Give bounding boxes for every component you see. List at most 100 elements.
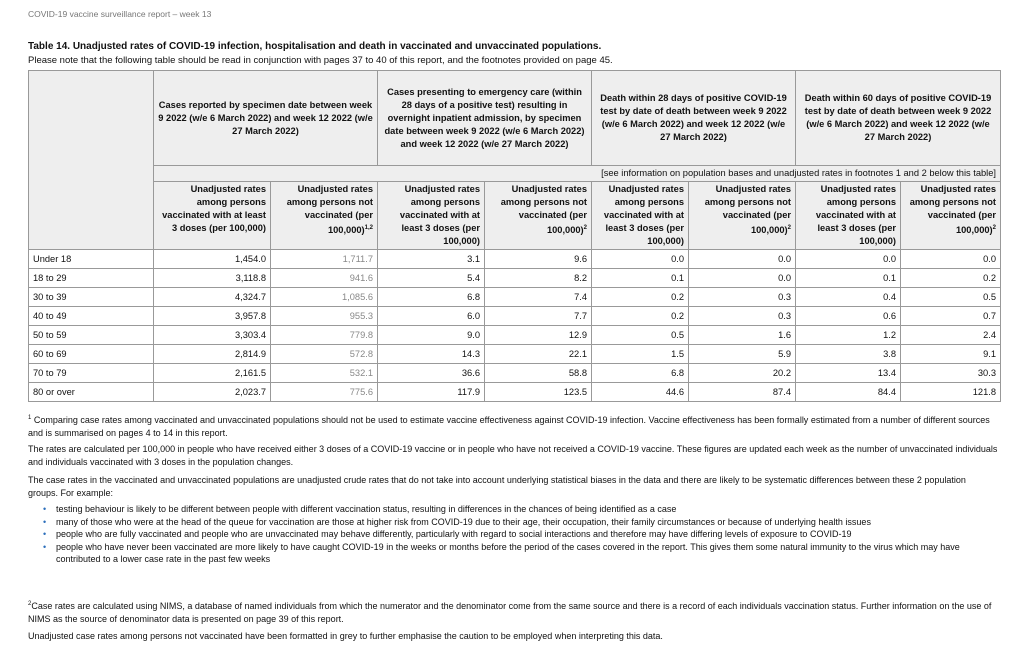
col-header-text: Unadjusted rates among persons vaccinate… [399, 184, 480, 246]
rate-cell: 121.8 [900, 382, 1001, 402]
corner-cell [28, 70, 154, 250]
rate-cell: 8.2 [484, 268, 592, 288]
age-group-cell: 80 or over [28, 382, 154, 402]
footnote-marker: 2 [992, 225, 996, 231]
rate-cell: 6.8 [377, 287, 485, 307]
rate-cell: 3,957.8 [153, 306, 271, 326]
rate-cell: 6.8 [591, 363, 689, 383]
rate-cell: 0.1 [795, 268, 901, 288]
group-header-admission: Cases presenting to emergency care (with… [377, 70, 592, 166]
rate-cell: 20.2 [688, 363, 796, 383]
rate-cell: 87.4 [688, 382, 796, 402]
rate-cell: 0.0 [795, 249, 901, 269]
rate-cell: 117.9 [377, 382, 485, 402]
rate-cell: 0.0 [591, 249, 689, 269]
table-title: Table 14. Unadjusted rates of COVID-19 i… [28, 41, 602, 52]
col-header-text: Unadjusted rates among persons vaccinate… [815, 184, 896, 246]
rate-cell: 2,814.9 [153, 344, 271, 364]
rate-cell: 0.5 [591, 325, 689, 345]
rate-cell: 572.8 [270, 344, 378, 364]
col-header-text: Unadjusted rates among persons not vacci… [286, 184, 373, 236]
rate-cell: 3.1 [377, 249, 485, 269]
age-group-cell: 40 to 49 [28, 306, 154, 326]
rate-cell: 532.1 [270, 363, 378, 383]
footnote-marker: 2 [787, 225, 791, 231]
table-row: 60 to 69 2,814.9 572.8 14.3 22.1 1.5 5.9 3.8 9.1 [28, 344, 1001, 364]
rate-cell: 955.3 [270, 306, 378, 326]
rate-cell: 2,161.5 [153, 363, 271, 383]
rate-cell: 22.1 [484, 344, 592, 364]
rate-cell: 1.5 [591, 344, 689, 364]
rate-cell: 0.2 [591, 287, 689, 307]
rate-cell: 7.7 [484, 306, 592, 326]
rate-cell: 0.0 [688, 268, 796, 288]
rate-cell: 941.6 [270, 268, 378, 288]
rate-cell: 3,118.8 [153, 268, 271, 288]
group-header-cases: Cases reported by specimen date between … [153, 70, 378, 166]
col-header-text: Unadjusted rates among persons vaccinate… [162, 184, 266, 233]
col-header-not-vaccinated: Unadjusted rates among persons not vacci… [688, 181, 796, 250]
rate-cell: 84.4 [795, 382, 901, 402]
table-row: 30 to 39 4,324.7 1,085.6 6.8 7.4 0.2 0.3 0.4 0.5 [28, 287, 1001, 307]
bias-paragraph: The case rates in the vaccinated and unv… [28, 475, 966, 498]
rate-cell: 7.4 [484, 287, 592, 307]
rate-cell: 1.6 [688, 325, 796, 345]
rate-cell: 3,303.4 [153, 325, 271, 345]
group-header-death28: Death within 28 days of positive COVID-1… [591, 70, 796, 166]
col-header-vaccinated: Unadjusted rates among persons vaccinate… [795, 181, 901, 250]
rate-cell: 1,454.0 [153, 249, 271, 269]
rate-cell: 1.2 [795, 325, 901, 345]
rate-cell: 0.2 [591, 306, 689, 326]
rate-cell: 0.3 [688, 306, 796, 326]
rate-cell: 775.6 [270, 382, 378, 402]
group-header-death60: Death within 60 days of positive COVID-1… [795, 70, 1001, 166]
col-header-text: Unadjusted rates among persons vaccinate… [603, 184, 684, 246]
table-row: 40 to 49 3,957.8 955.3 6.0 7.7 0.2 0.3 0.6 0.7 [28, 306, 1001, 326]
age-group-cell: 60 to 69 [28, 344, 154, 364]
col-header-not-vaccinated: Unadjusted rates among persons not vacci… [900, 181, 1001, 250]
rate-cell: 0.0 [900, 249, 1001, 269]
rate-cell: 9.6 [484, 249, 592, 269]
col-header-text: Unadjusted rates among persons not vacci… [500, 184, 587, 236]
rate-cell: 1,085.6 [270, 287, 378, 307]
list-item: people who have never been vaccinated ar… [43, 541, 998, 566]
footnote-marker: 1 [28, 415, 32, 421]
col-header-vaccinated: Unadjusted rates among persons vaccinate… [377, 181, 485, 250]
table-row: Under 18 1,454.0 1,711.7 3.1 9.6 0.0 0.0 0.0 0.0 [28, 249, 1001, 269]
span-note: [see information on population bases and… [153, 165, 1001, 182]
rate-cell: 6.0 [377, 306, 485, 326]
table-subtitle: Please note that the following table sho… [28, 55, 613, 66]
footnote-marker: 1,2 [364, 225, 373, 231]
rate-cell: 0.4 [795, 287, 901, 307]
rate-cell: 123.5 [484, 382, 592, 402]
rates-table: Cases reported by specimen date between … [28, 70, 1001, 402]
rate-cell: 13.4 [795, 363, 901, 383]
col-header-vaccinated: Unadjusted rates among persons vaccinate… [591, 181, 689, 250]
rate-cell: 3.8 [795, 344, 901, 364]
footnote-2-text: Case rates are calculated using NIMS, a … [28, 601, 992, 624]
rate-cell: 4,324.7 [153, 287, 271, 307]
grey-note: Unadjusted case rates among persons not … [28, 631, 663, 641]
rate-cell: 779.8 [270, 325, 378, 345]
footnote-1-text: Comparing case rates among vaccinated an… [28, 415, 990, 438]
rate-cell: 5.4 [377, 268, 485, 288]
rate-cell: 1,711.7 [270, 249, 378, 269]
rate-cell: 44.6 [591, 382, 689, 402]
table-row: 50 to 59 3,303.4 779.8 9.0 12.9 0.5 1.6 1.2 2.4 [28, 325, 1001, 345]
rate-cell: 0.2 [900, 268, 1001, 288]
col-header-vaccinated: Unadjusted rates among persons vaccinate… [153, 181, 271, 250]
age-group-cell: 18 to 29 [28, 268, 154, 288]
rate-cell: 0.6 [795, 306, 901, 326]
rate-cell: 58.8 [484, 363, 592, 383]
age-group-cell: Under 18 [28, 249, 154, 269]
col-header-text: Unadjusted rates among persons not vacci… [704, 184, 791, 236]
age-group-cell: 30 to 39 [28, 287, 154, 307]
rate-cell: 30.3 [900, 363, 1001, 383]
list-item: many of those who were at the head of th… [43, 516, 998, 529]
bias-list: testing behaviour is likely to be differ… [42, 503, 998, 566]
rates-paragraph: The rates are calculated per 100,000 in … [28, 444, 998, 467]
rate-cell: 36.6 [377, 363, 485, 383]
rate-cell: 2.4 [900, 325, 1001, 345]
list-item: testing behaviour is likely to be differ… [43, 503, 998, 516]
rate-cell: 2,023.7 [153, 382, 271, 402]
